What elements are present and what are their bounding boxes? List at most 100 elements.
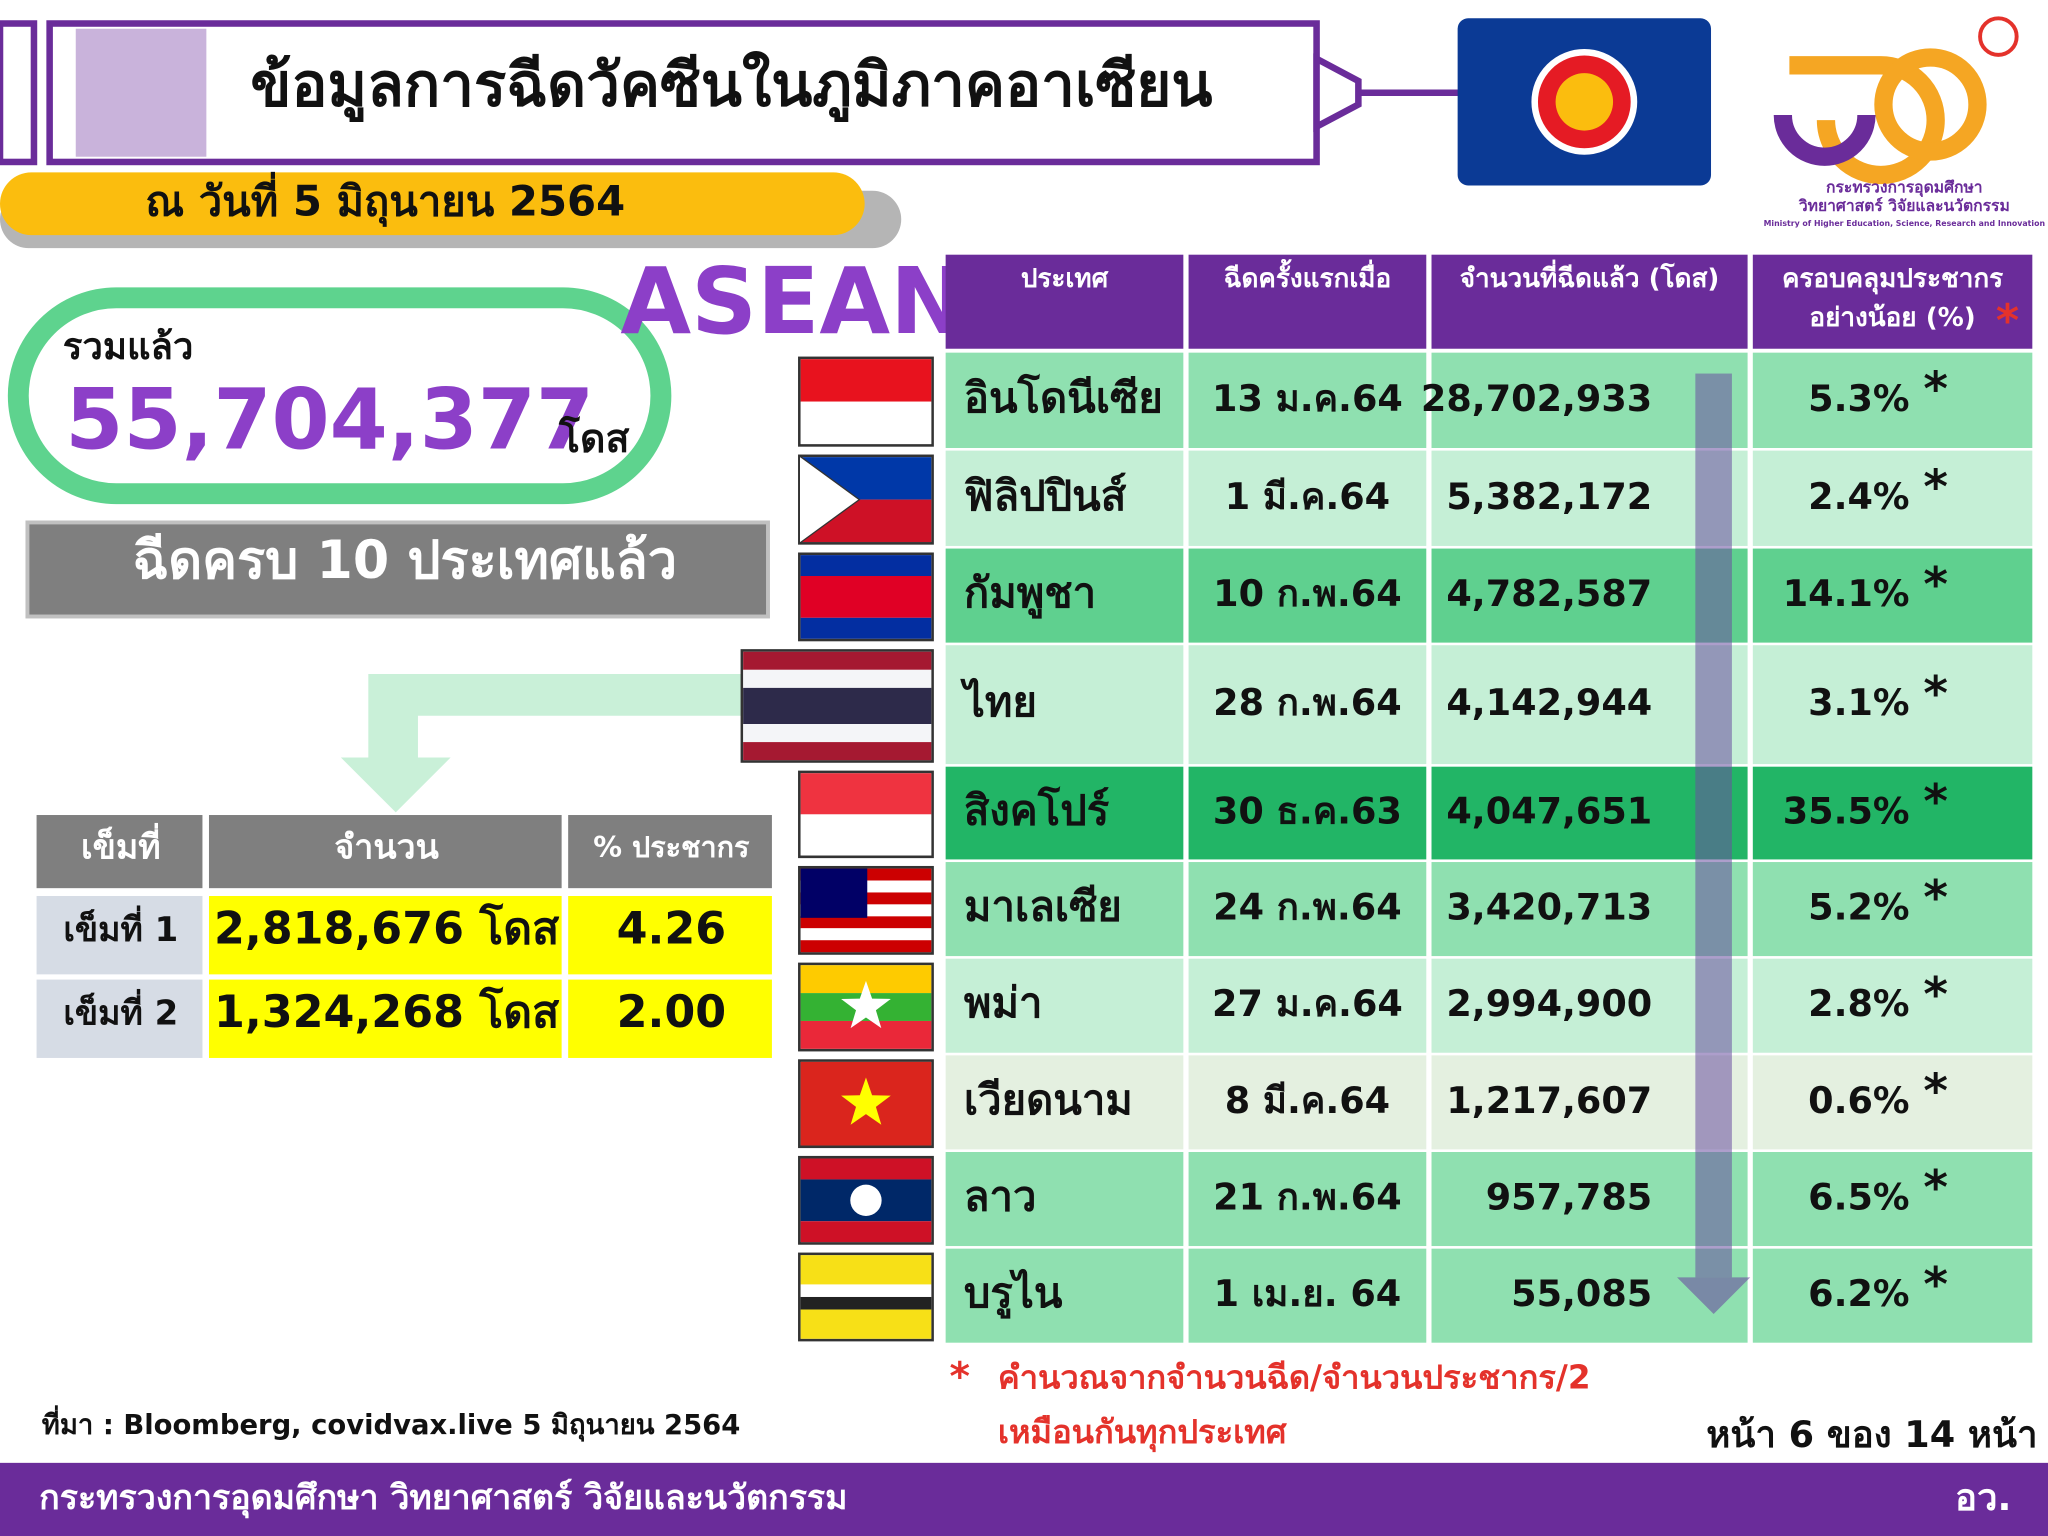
note: คำนวณจากจำนวนฉีด/จำนวนประชากร/2 <box>998 1358 1591 1396</box>
header-cell <box>1752 254 2033 349</box>
cell-text: 4.26 <box>617 903 727 954</box>
flag-triangle <box>798 454 861 545</box>
cell <box>1431 450 1748 546</box>
flag-band <box>800 359 932 402</box>
header-cell <box>1188 254 1427 349</box>
footer-right: อว. <box>1955 1476 2011 1519</box>
country: อินโดนีเซีย <box>964 373 1163 422</box>
cell <box>945 450 1184 546</box>
coverage: 5.2% <box>1808 886 1909 929</box>
cell <box>945 548 1184 643</box>
cell <box>1431 958 1748 1053</box>
asterisk: * <box>1923 775 1948 830</box>
footer-left: กระทรวงการอุดมศึกษา วิทยาศาสตร์ วิจัยและ… <box>39 1478 847 1519</box>
coverage: 14.1% <box>1783 572 1910 615</box>
doses: 4,142,944 <box>1446 681 1652 724</box>
asean-label: ASEAN <box>620 248 966 355</box>
doses: 3,420,713 <box>1446 886 1652 929</box>
header-cell <box>208 815 562 889</box>
complete-box <box>25 520 770 619</box>
cell <box>1752 352 2033 448</box>
coverage: 6.5% <box>1808 1176 1909 1219</box>
asean-emblem-core <box>1555 73 1614 131</box>
flag-band <box>800 1284 932 1297</box>
cell <box>1752 645 2033 765</box>
country: บรูไน <box>964 1268 1063 1319</box>
coverage: 5.3% <box>1808 377 1909 420</box>
first-dose-date: 28 ก.พ.64 <box>1213 681 1402 724</box>
cell-text: 2.00 <box>617 987 727 1038</box>
syringe-body <box>46 20 1320 166</box>
cell <box>945 958 1184 1053</box>
cell <box>1431 1248 1748 1343</box>
cell <box>1431 1152 1748 1247</box>
total-value: 55,704,377 <box>65 371 594 469</box>
asterisk: * <box>1923 1064 1948 1119</box>
country: พม่า <box>964 978 1043 1027</box>
flag-band <box>800 916 932 929</box>
header-text: เข็มที่ <box>81 822 161 867</box>
coverage: 6.2% <box>1808 1272 1909 1315</box>
asterisk: * <box>1923 1257 1948 1312</box>
asterisk: * <box>1923 362 1948 417</box>
coverage: 2.4% <box>1808 475 1909 518</box>
cell <box>1188 766 1427 860</box>
asterisk: * <box>1923 460 1948 515</box>
coverage: 0.6% <box>1808 1079 1909 1122</box>
cell <box>945 1152 1184 1247</box>
flag-band <box>743 724 932 743</box>
thai-arrow <box>340 673 745 813</box>
cell <box>945 645 1184 765</box>
page-number: หน้า 6 ของ 14 หน้า <box>1706 1413 2037 1456</box>
country: ไทย <box>960 677 1037 726</box>
flag-band <box>800 1255 932 1285</box>
cell <box>1431 862 1748 957</box>
cell <box>1752 450 2033 546</box>
flag-band <box>800 1296 932 1310</box>
header-cell <box>36 815 203 889</box>
syringe-plunger <box>0 20 38 166</box>
country: สิงคโปร์ <box>964 786 1110 835</box>
date-banner <box>0 172 865 236</box>
cell <box>1752 1248 2033 1343</box>
cell <box>1752 548 2033 643</box>
syringe-fill <box>75 28 207 157</box>
flag-band <box>800 814 932 856</box>
cell <box>945 1055 1184 1150</box>
doses: 28,702,933 <box>1421 377 1652 420</box>
cell <box>1188 958 1427 1053</box>
first-dose-date: 30 ธ.ค.63 <box>1213 790 1402 833</box>
cell <box>1188 1152 1427 1247</box>
cell <box>1188 1055 1427 1150</box>
cell <box>1752 766 2033 860</box>
cell <box>945 1248 1184 1343</box>
header-text: อย่างน้อย (%) <box>1809 303 1975 333</box>
first-dose-date: 27 ม.ค.64 <box>1212 982 1403 1025</box>
date: ณ วันที่ 5 มิถุนายน 2564 <box>145 171 625 227</box>
header-text: จำนวนที่ฉีดแล้ว (โดส) <box>1460 259 1720 294</box>
ministry-line: วิทยาศาสตร์ วิจัยและนวัตกรรม <box>1798 196 2010 215</box>
cell <box>945 352 1184 448</box>
flag-band <box>800 1221 932 1243</box>
doses: 957,785 <box>1486 1176 1653 1219</box>
header-cell <box>568 815 772 889</box>
flag-band <box>743 651 932 670</box>
cell <box>1188 548 1427 643</box>
flag-band <box>800 401 932 445</box>
flag-band <box>800 1020 932 1049</box>
cell-text: เข็มที่ 1 <box>63 905 178 950</box>
cell <box>945 766 1184 860</box>
flag-star <box>841 980 891 1029</box>
header-text: ประเทศ <box>1021 264 1109 294</box>
flag-band <box>743 687 932 725</box>
doses: 2,994,900 <box>1446 982 1652 1025</box>
cell <box>1188 862 1427 957</box>
country: เวียดนาม <box>964 1075 1133 1124</box>
source: ที่มา : Bloomberg, covidvax.live 5 มิถุน… <box>42 1405 741 1442</box>
cell <box>568 979 772 1058</box>
cell <box>1188 645 1427 765</box>
cell <box>36 896 203 975</box>
header-text: % ประชากร <box>593 830 750 864</box>
coverage: 35.5% <box>1783 790 1910 833</box>
flag-band <box>800 773 932 815</box>
